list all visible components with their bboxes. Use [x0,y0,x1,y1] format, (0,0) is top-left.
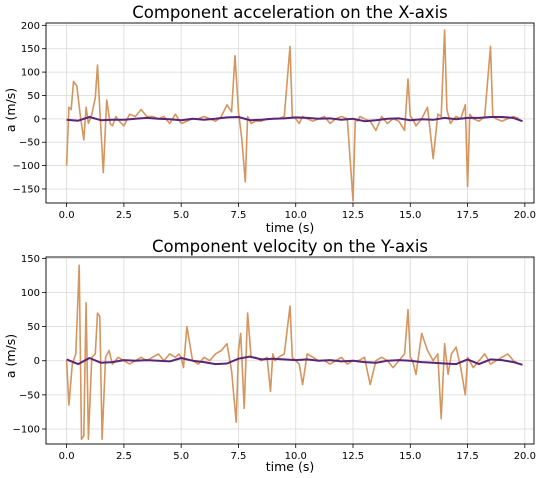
y-tick-label: 0 [34,114,40,125]
x-tick-label: 7.5 [230,451,246,462]
y-tick-label: 100 [21,288,40,299]
x-tick-label: 10.0 [285,451,307,462]
series-line-filtered [66,355,523,366]
x-tick-label: 5.0 [173,451,189,462]
y-tick-label: −150 [13,184,40,195]
x-tick-label: 0.0 [59,210,75,221]
y-axis-label: a (m/s) [3,88,18,132]
y-tick-label: 100 [21,68,40,79]
x-tick-label: 15.0 [399,210,421,221]
y-tick-label: 150 [21,44,40,55]
x-tick-label: 20.0 [514,210,536,221]
x-tick-label: 12.5 [342,451,364,462]
x-tick-label: 12.5 [342,210,364,221]
chart-y-velocity: Component velocity on the Y-axis time (s… [3,237,536,474]
x-tick-label: 20.0 [514,451,536,462]
y-tick-label: −100 [13,424,40,435]
series-line-raw [65,264,520,441]
y-axis-label: a (m/s) [3,334,18,378]
chart-title: Component velocity on the Y-axis [152,237,428,256]
x-tick-label: 15.0 [399,451,421,462]
y-tick-label: −50 [19,138,40,149]
x-tick-label: 2.5 [116,210,132,221]
x-tick-label: 0.0 [59,451,75,462]
plot-frame [45,22,535,204]
x-tick-label: 10.0 [285,210,307,221]
x-axis-label: time (s) [266,220,314,235]
y-tick-label: 200 [21,21,40,32]
x-tick-label: 17.5 [456,451,478,462]
y-tick-label: 0 [34,356,40,367]
y-tick-label: 50 [27,91,40,102]
series-line-raw [65,29,520,202]
x-tick-label: 17.5 [456,210,478,221]
x-axis-label: time (s) [266,459,314,474]
plot-frame [45,256,535,445]
y-tick-label: −100 [13,161,40,172]
series-line-filtered [66,116,523,123]
x-tick-label: 7.5 [230,210,246,221]
chart-title: Component acceleration on the X-axis [132,3,448,22]
x-tick-label: 2.5 [116,451,132,462]
y-tick-label: 150 [21,254,40,265]
y-tick-label: −50 [19,390,40,401]
chart-x-acceleration: Component acceleration on the X-axis tim… [3,3,536,235]
y-tick-label: 50 [27,322,40,333]
x-tick-label: 5.0 [173,210,189,221]
